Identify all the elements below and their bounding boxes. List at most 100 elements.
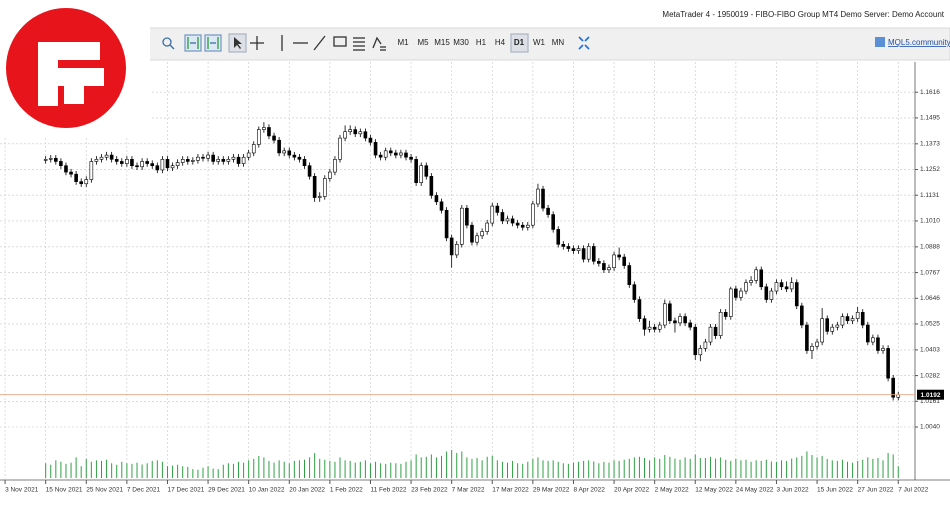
x-tick-label: 29 Dec 2021 — [208, 487, 245, 494]
text-tool[interactable] — [333, 36, 347, 47]
candle-body — [74, 173, 78, 182]
candle-body — [251, 144, 256, 154]
candle-body — [262, 127, 266, 130]
candle-body — [404, 152, 408, 158]
candle-body — [43, 159, 48, 161]
candle-body — [800, 305, 804, 326]
timeframe-button[interactable]: M15 — [434, 38, 450, 47]
zoom-button[interactable] — [162, 37, 175, 50]
candle-body — [267, 127, 271, 137]
candle-body — [64, 165, 68, 173]
x-tick-label: 3 Jun 2022 — [776, 487, 809, 494]
candle-body — [69, 171, 73, 175]
candle-body — [891, 377, 895, 398]
candle-body — [576, 248, 581, 251]
candle-body — [850, 318, 855, 322]
candle-body — [784, 286, 789, 290]
candle-body — [409, 156, 413, 160]
fullscreen-button[interactable] — [578, 36, 590, 50]
trendline-tool[interactable] — [313, 35, 326, 51]
y-tick-label: 1.1252 — [920, 166, 940, 173]
candle-body — [531, 203, 535, 226]
candle-body — [140, 161, 144, 168]
timeframe-button[interactable]: H1 — [476, 38, 487, 47]
candle-body — [637, 299, 642, 319]
candle-body — [475, 235, 479, 243]
candle-body — [196, 156, 200, 161]
candle-body — [99, 156, 104, 160]
candle-body — [343, 131, 347, 139]
candle-body — [454, 244, 459, 256]
y-tick-label: 1.0767 — [920, 269, 940, 276]
timeframe-button[interactable]: W1 — [533, 38, 546, 47]
candle-body — [718, 311, 723, 336]
chart-area — [0, 62, 950, 480]
y-tick-label: 1.1373 — [920, 141, 940, 148]
candle-body — [206, 154, 210, 159]
timeframe-button[interactable]: D1 — [514, 38, 525, 47]
x-tick-label: 7 Jul 2022 — [898, 487, 928, 494]
candle-body — [764, 286, 769, 300]
candle-body — [678, 316, 682, 324]
candle-body — [490, 205, 495, 224]
candle-body — [368, 137, 373, 143]
y-tick-label: 1.0888 — [920, 244, 940, 251]
x-tick-label: 8 Apr 2022 — [573, 487, 605, 494]
x-tick-label: 7 Mar 2022 — [452, 487, 485, 494]
y-tick-label: 1.1616 — [920, 89, 940, 96]
crosshair-button[interactable] — [250, 36, 264, 50]
candle-body — [272, 135, 276, 141]
timeframe-button[interactable]: H4 — [495, 38, 506, 47]
fibo-tool[interactable] — [353, 37, 365, 51]
candle-body — [419, 165, 424, 183]
mql5-link[interactable]: MQL5.community — [888, 38, 950, 47]
x-tick-label: 15 Nov 2021 — [46, 487, 83, 494]
candle-body — [759, 269, 764, 288]
candle-body — [378, 154, 383, 158]
candle-body — [597, 261, 601, 264]
autoscroll-button[interactable] — [204, 34, 222, 52]
candle-body — [383, 150, 388, 158]
candle-body — [338, 137, 342, 160]
timeframe-button[interactable]: M1 — [397, 38, 409, 47]
candle-body — [175, 162, 180, 167]
candle-body — [54, 157, 58, 162]
candle-body — [165, 159, 170, 169]
candle-body — [546, 207, 550, 215]
candle-body — [744, 282, 748, 292]
candle-body — [130, 159, 134, 167]
candle-body — [241, 156, 246, 164]
candle-body — [363, 131, 368, 139]
candle-body — [871, 337, 875, 343]
candle-body — [561, 244, 566, 247]
candle-body — [317, 196, 322, 198]
candle-body — [79, 181, 83, 185]
x-tick-label: 17 Dec 2021 — [167, 487, 204, 494]
candle-body — [429, 176, 434, 196]
last-price-label: 1.0192 — [921, 392, 941, 399]
timeframe-button[interactable]: M5 — [417, 38, 429, 47]
mql5-icon — [875, 37, 885, 47]
candle-body — [708, 326, 713, 343]
candle-body — [515, 222, 520, 226]
candle-body — [860, 311, 865, 326]
y-tick-label: 1.1010 — [920, 218, 940, 225]
y-tick-label: 1.0646 — [920, 295, 940, 302]
chart-shift-button[interactable] — [184, 34, 202, 52]
candle-body — [703, 341, 708, 349]
objects-tool[interactable] — [372, 36, 386, 51]
candle-body — [835, 324, 840, 328]
timeframe-button[interactable]: MN — [552, 38, 565, 47]
candle-body — [180, 159, 185, 163]
candle-body — [145, 161, 149, 164]
title-bar — [0, 0, 950, 28]
candle-body — [571, 248, 576, 251]
candle-body — [495, 205, 500, 213]
candle-body — [810, 345, 814, 351]
candle-body — [388, 150, 393, 154]
candle-body — [886, 348, 890, 379]
y-tick-label: 1.0161 — [920, 398, 940, 405]
candle-body — [500, 212, 505, 222]
timeframe-button[interactable]: M30 — [453, 38, 469, 47]
candle-body — [525, 224, 530, 228]
